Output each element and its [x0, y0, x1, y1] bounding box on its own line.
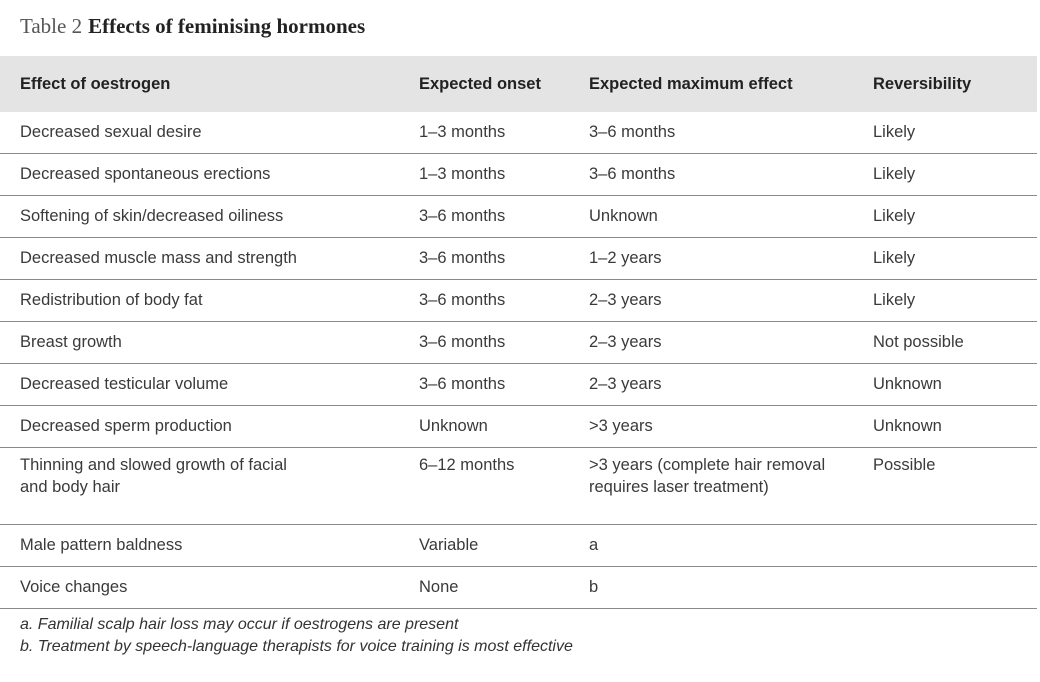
- cell-reversibility: Unknown: [873, 417, 942, 435]
- table-row: Softening of skin/decreased oiliness 3–6…: [0, 196, 1037, 238]
- cell-onset: 3–6 months: [419, 207, 506, 225]
- cell-max-effect: >3 years: [589, 417, 653, 435]
- cell-onset: 1–3 months: [419, 165, 506, 183]
- cell-reversibility: Not possible: [873, 333, 964, 351]
- header-onset: Expected onset: [419, 74, 541, 93]
- cell-max-effect: 1–2 years: [589, 249, 662, 267]
- cell-effect: Breast growth: [20, 333, 122, 351]
- cell-effect: Decreased sexual desire: [20, 123, 202, 141]
- cell-reversibility: Likely: [873, 165, 916, 183]
- header-max-effect: Expected maximum effect: [589, 74, 793, 93]
- header-effect: Effect of oestrogen: [20, 74, 171, 93]
- cell-reversibility: Likely: [873, 207, 916, 225]
- table-footnotes: a. Familial scalp hair loss may occur if…: [20, 614, 573, 658]
- cell-effect: Softening of skin/decreased oiliness: [20, 207, 284, 225]
- cell-max-effect: >3 years (complete hair removal requires…: [589, 456, 826, 496]
- table-title: Effects of feminising hormones: [88, 14, 366, 38]
- cell-onset: 3–6 months: [419, 291, 506, 309]
- table-row: Decreased muscle mass and strength 3–6 m…: [0, 238, 1037, 280]
- table-row: Decreased testicular volume 3–6 months 2…: [0, 364, 1037, 406]
- table-row: Male pattern baldness Variable a: [0, 525, 1037, 567]
- cell-onset: 3–6 months: [419, 375, 506, 393]
- table-row: Decreased sexual desire 1–3 months 3–6 m…: [0, 112, 1037, 154]
- cell-onset: None: [419, 578, 459, 596]
- hormone-effects-table: Effect of oestrogen Expected onset Expec…: [0, 56, 1037, 609]
- cell-reversibility: Possible: [873, 456, 936, 474]
- cell-max-effect: a: [589, 536, 599, 554]
- cell-onset: 1–3 months: [419, 123, 506, 141]
- cell-max-effect: 2–3 years: [589, 375, 662, 393]
- cell-effect: Decreased muscle mass and strength: [20, 249, 297, 267]
- table-row: Thinning and slowed growth of facial and…: [0, 448, 1037, 525]
- table-caption: Table 2 Effects of feminising hormones: [20, 14, 365, 39]
- cell-effect: Decreased sperm production: [20, 417, 232, 435]
- cell-onset: 3–6 months: [419, 249, 506, 267]
- cell-effect: Voice changes: [20, 578, 128, 596]
- cell-onset: 3–6 months: [419, 333, 506, 351]
- footnote-a: a. Familial scalp hair loss may occur if…: [20, 616, 459, 633]
- cell-max-effect: 2–3 years: [589, 291, 662, 309]
- cell-max-effect: 2–3 years: [589, 333, 662, 351]
- cell-effect: Decreased spontaneous erections: [20, 165, 271, 183]
- cell-effect: Thinning and slowed growth of facial and…: [20, 456, 287, 496]
- cell-max-effect: 3–6 months: [589, 165, 676, 183]
- cell-effect: Male pattern baldness: [20, 536, 183, 554]
- table-row: Redistribution of body fat 3–6 months 2–…: [0, 280, 1037, 322]
- table-header-row: Effect of oestrogen Expected onset Expec…: [0, 56, 1037, 112]
- cell-max-effect: 3–6 months: [589, 123, 676, 141]
- cell-onset: 6–12 months: [419, 456, 515, 474]
- cell-reversibility: Unknown: [873, 375, 942, 393]
- cell-max-effect: b: [589, 578, 599, 596]
- header-reversibility: Reversibility: [873, 74, 972, 93]
- cell-max-effect: Unknown: [589, 207, 658, 225]
- table-row: Decreased sperm production Unknown >3 ye…: [0, 406, 1037, 448]
- cell-onset: Unknown: [419, 417, 488, 435]
- table-row: Decreased spontaneous erections 1–3 mont…: [0, 154, 1037, 196]
- table-row: Voice changes None b: [0, 567, 1037, 609]
- cell-effect: Redistribution of body fat: [20, 291, 203, 309]
- cell-reversibility: Likely: [873, 123, 916, 141]
- footnote-b: b. Treatment by speech-language therapis…: [20, 638, 573, 655]
- cell-effect: Decreased testicular volume: [20, 375, 229, 393]
- table-number: Table 2: [20, 14, 83, 38]
- cell-reversibility: Likely: [873, 291, 916, 309]
- cell-onset: Variable: [419, 536, 479, 554]
- table-row: Breast growth 3–6 months 2–3 years Not p…: [0, 322, 1037, 364]
- cell-reversibility: Likely: [873, 249, 916, 267]
